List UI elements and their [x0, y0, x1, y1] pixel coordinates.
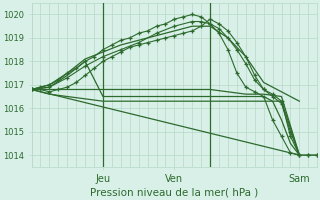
X-axis label: Pression niveau de la mer( hPa ): Pression niveau de la mer( hPa ): [90, 187, 259, 197]
